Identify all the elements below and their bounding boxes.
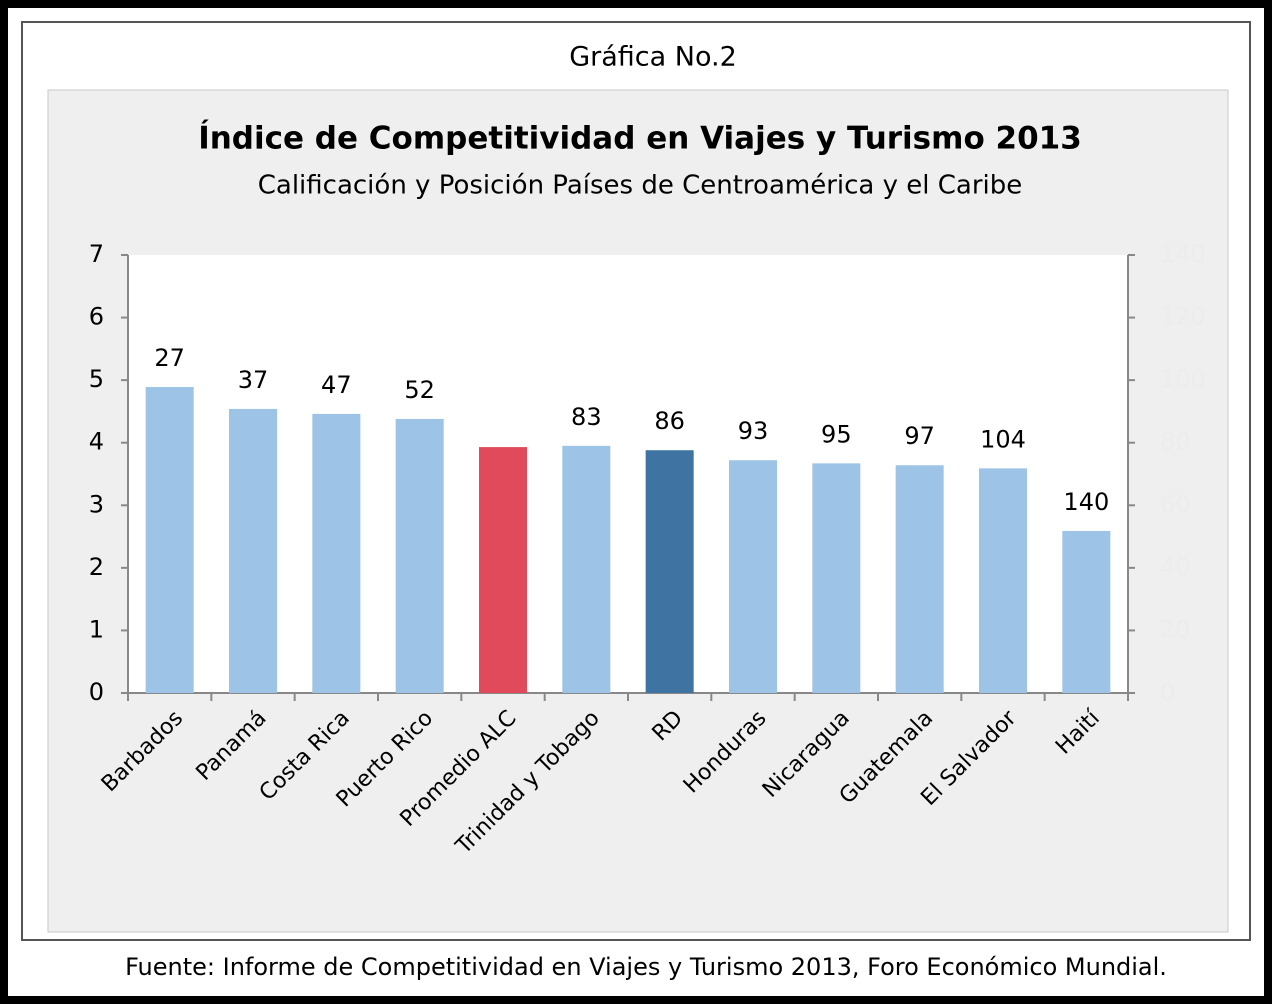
- y-tick-label: 7: [89, 240, 104, 268]
- y2-tick-label: 100: [1160, 365, 1206, 393]
- y-tick-label: 0: [89, 678, 104, 706]
- y2-tick-label: 140: [1160, 240, 1206, 268]
- bar: [229, 408, 277, 693]
- y2-tick-label: 40: [1160, 553, 1191, 581]
- bar: [645, 450, 694, 693]
- y-tick-label: 5: [89, 365, 104, 393]
- data-label: 140: [1063, 488, 1109, 516]
- data-label: 37: [238, 366, 269, 394]
- y-tick-label: 3: [89, 490, 104, 518]
- data-label: 47: [321, 371, 352, 399]
- y2-tick-label: 80: [1160, 428, 1191, 456]
- chart-title: Índice de Competitividad en Viajes y Tur…: [198, 121, 1082, 157]
- y-tick-label: 6: [89, 303, 104, 331]
- bar: [395, 418, 444, 693]
- data-label: 95: [821, 420, 852, 448]
- header: Gráfica No.2: [569, 42, 737, 73]
- footer: Fuente: Informe de Competitividad en Via…: [125, 953, 1167, 981]
- y-tick-label: 4: [89, 428, 104, 456]
- data-label: 104: [980, 425, 1026, 453]
- plot-area: [128, 255, 1128, 693]
- y-tick-label: 1: [89, 615, 104, 643]
- y2-tick-label: 120: [1160, 303, 1206, 331]
- data-label: 97: [904, 422, 935, 450]
- bar: [1062, 530, 1111, 693]
- data-label: 83: [571, 403, 602, 431]
- data-label: 86: [654, 407, 685, 435]
- bar: [562, 445, 611, 693]
- bar: [479, 447, 527, 693]
- y2-tick-label: 0: [1160, 678, 1175, 706]
- data-label: 27: [154, 344, 185, 372]
- bar: [312, 413, 361, 693]
- bar: [812, 463, 861, 693]
- bar: [895, 465, 944, 693]
- bar: [979, 468, 1027, 693]
- data-label: 93: [738, 417, 769, 445]
- bar: [145, 387, 194, 693]
- data-label: 52: [404, 376, 435, 404]
- y2-tick-label: 20: [1160, 615, 1191, 643]
- y-tick-label: 2: [89, 553, 104, 581]
- y2-tick-label: 60: [1160, 490, 1191, 518]
- chart-subtitle: Calificación y Posición Países de Centro…: [258, 171, 1023, 201]
- bar: [729, 460, 777, 693]
